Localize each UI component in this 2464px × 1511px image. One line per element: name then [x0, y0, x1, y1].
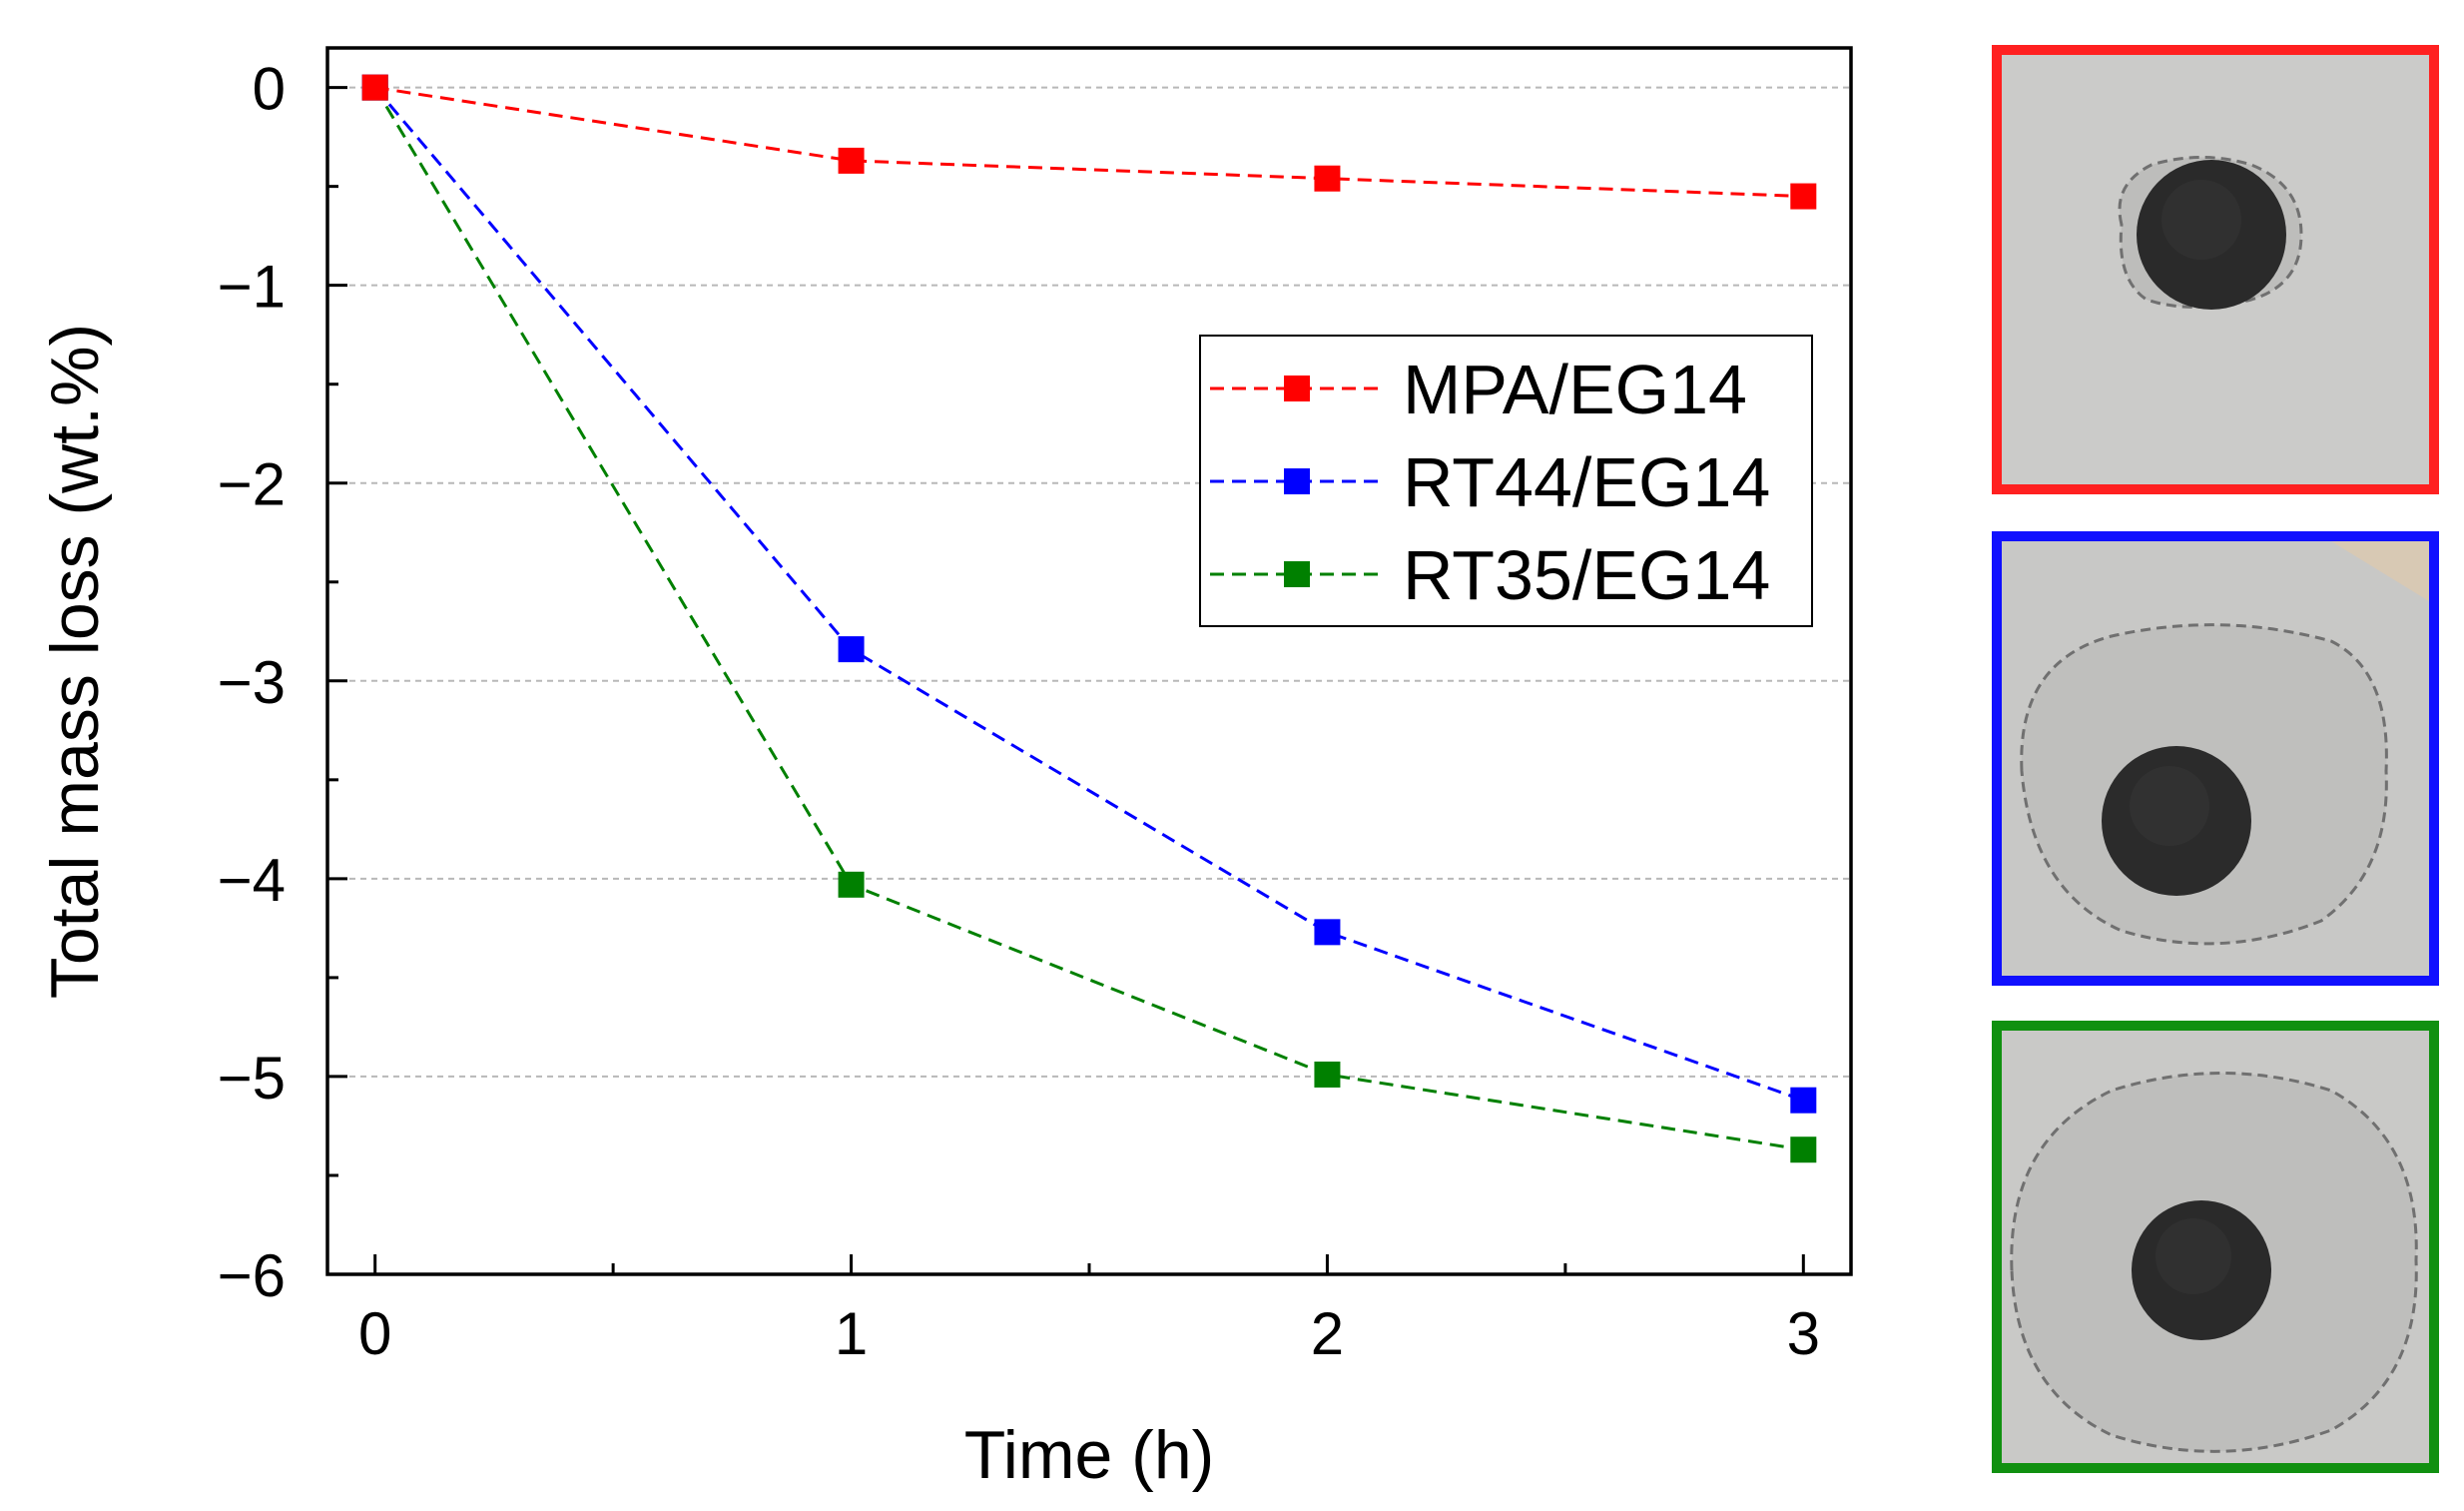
x-tick-label: 1 — [835, 1300, 868, 1367]
x-tick-label: 3 — [1787, 1300, 1820, 1367]
x-tick-label: 2 — [1311, 1300, 1344, 1367]
y-axis-label: Total mass loss (wt.%) — [37, 324, 113, 999]
axes: 0 −1 −2 −3 −4 −5 −6 0 1 2 3 — [218, 56, 1820, 1367]
y-tick-label: −6 — [218, 1242, 286, 1309]
sample-photo-mpa — [1992, 45, 2439, 494]
grid-lines — [327, 86, 1851, 1078]
data-point — [838, 636, 865, 663]
legend-marker — [1284, 376, 1310, 401]
mass-loss-chart: 0 −1 −2 −3 −4 −5 −6 0 1 2 3 Time (h) Total mass lo… — [37, 46, 1853, 1493]
y-tick-label: −5 — [218, 1045, 286, 1112]
series-line — [373, 86, 1804, 1103]
data-point — [1790, 1136, 1817, 1163]
data-point — [361, 74, 388, 101]
legend-label: RT44/EG14 — [1403, 443, 1770, 521]
series-line — [373, 86, 1804, 1151]
y-tick-label: −2 — [218, 451, 286, 518]
sample-photo-rt44 — [1992, 531, 2439, 986]
series-group — [361, 74, 1817, 1163]
data-point — [838, 871, 865, 898]
plot-frame — [325, 46, 1853, 1276]
series-line — [374, 86, 1804, 199]
y-tick-label: −3 — [218, 649, 286, 716]
data-point — [1790, 1087, 1817, 1114]
legend-marker — [1284, 561, 1310, 587]
x-tick-label: 0 — [358, 1300, 391, 1367]
y-tick-label: −1 — [218, 254, 286, 321]
x-axis-label: Time (h) — [964, 1417, 1215, 1493]
data-point — [1314, 1061, 1341, 1088]
y-tick-label: 0 — [253, 56, 286, 123]
legend-marker — [1284, 468, 1310, 494]
legend-label: RT35/EG14 — [1403, 536, 1770, 614]
data-point — [1790, 183, 1817, 210]
y-tick-label: −4 — [218, 847, 286, 914]
data-point — [1314, 165, 1341, 192]
data-point — [1314, 919, 1341, 946]
data-point — [838, 147, 865, 174]
legend-label: MPA/EG14 — [1403, 351, 1747, 428]
sample-photo-rt35 — [1992, 1021, 2439, 1473]
legend: MPA/EG14 RT44/EG14 RT35/EG14 — [1199, 335, 1813, 627]
